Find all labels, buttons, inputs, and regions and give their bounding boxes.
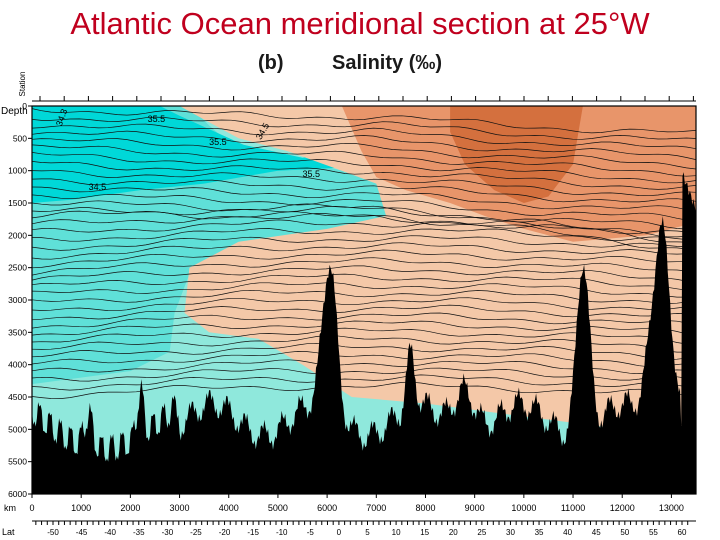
distance-axis-label: km [4,503,16,513]
contour-line [32,116,696,140]
latitude-tick-label: -25 [190,528,202,537]
panel-label: (b) [258,52,284,74]
contour-line [32,200,696,230]
distance-tick-label: 4000 [219,503,239,513]
latitude-tick-label: -50 [47,528,59,537]
depth-axis-label: Depth [1,106,28,117]
latitude-tick-label: 35 [535,528,544,537]
max-salinity-core [450,106,583,203]
latitude-tick-label: -40 [104,528,116,537]
latitude-tick-label: 30 [506,528,515,537]
contour-line [32,219,696,235]
latitude-tick-label: 10 [392,528,401,537]
depth-tick-label: 6000 [8,489,27,499]
contour-line [32,144,696,177]
latitude-tick-label: -20 [219,528,231,537]
distance-tick-label: 10000 [511,503,536,513]
contour-line [32,170,696,197]
contour-value-label: 35.5 [148,114,166,124]
contour-line [32,108,696,134]
latitude-axis-label: Lat [2,527,15,537]
distance-tick-label: 1000 [71,503,91,513]
depth-tick-label: 0 [22,101,27,111]
distance-tick-label: 11000 [561,503,585,513]
latitude-tick-label: 55 [649,528,658,537]
chart-subtitle: Salinity (‰) [332,52,443,74]
distance-tick-label: 8000 [415,503,435,513]
latitude-tick-label: -45 [76,528,88,537]
depth-tick-label: 5500 [8,457,27,467]
distance-tick-label: 9000 [465,503,485,513]
contour-line [32,265,696,284]
distance-tick-label: 7000 [366,503,386,513]
contour-line [32,161,696,190]
depth-tick-label: 5000 [8,424,27,434]
latitude-tick-label: 15 [420,528,429,537]
latitude-tick-label: -30 [162,528,174,537]
station-axis-label: Station [18,72,27,97]
distance-tick-label: 2000 [120,503,140,513]
contour-value-label: 34.5 [89,182,107,192]
depth-tick-label: 3000 [8,295,27,305]
contour-value-label: 35.5 [303,169,321,179]
chart-title: Atlantic Ocean meridional section at 25°… [70,6,650,41]
distance-axis: km 0 1000 2000 3000 4000 5000 6000 7000 8000 9000 1… [4,494,696,522]
depth-tick-label: 4000 [8,360,27,370]
distance-tick-label: 0 [29,503,34,513]
contour-line [32,249,696,269]
contour-value-label: 35.5 [209,137,227,147]
latitude-tick-label: 60 [678,528,687,537]
latitude-tick-label: -10 [276,528,288,537]
distance-tick-label: 3000 [170,503,190,513]
depth-tick-label: 2000 [8,230,27,240]
contour-line [32,152,696,184]
distance-tick-label: 13000 [659,503,684,513]
latitude-axis: Lat -50 -45 -40 -35 -30 -25 -20 -15 -10 -5 0 5 10 15 20… [2,521,689,537]
intermediate-water-region [32,106,347,203]
latitude-tick-label: -35 [133,528,145,537]
seafloor-bathymetry [32,172,696,494]
contour-line [32,211,696,251]
latitude-tick-label: -15 [247,528,259,537]
contour-line [32,228,696,242]
depth-tick-label: 4500 [8,392,27,402]
contour-line [32,235,696,251]
contour-line [32,207,696,238]
distance-tick-label: 6000 [317,503,337,513]
latitude-tick-label: 45 [592,528,601,537]
latitude-tick-label: 25 [477,528,486,537]
contour-line [32,193,696,222]
depth-tick-label: 1000 [8,166,27,176]
contour-line [32,178,696,203]
latitude-tick-label: 20 [449,528,458,537]
distance-tick-label: 5000 [268,503,288,513]
contour-line [32,138,696,170]
contour-line [32,123,696,150]
latitude-tick-label: 50 [620,528,629,537]
depth-tick-label: 2500 [8,263,27,273]
station-axis: Station [18,72,696,102]
plot-area [32,106,696,494]
contour-line [32,242,696,260]
depth-tick-label: 3500 [8,327,27,337]
depth-tick-label: 500 [13,133,27,143]
depth-tick-label: 1500 [8,198,27,208]
distance-tick-label: 12000 [610,503,635,513]
latitude-tick-label: -5 [307,528,315,537]
contour-line [32,257,696,276]
contour-line [32,186,696,212]
latitude-tick-label: 0 [337,528,342,537]
latitude-tick-label: 40 [563,528,572,537]
contour-line [32,130,696,160]
latitude-tick-label: 5 [365,528,370,537]
